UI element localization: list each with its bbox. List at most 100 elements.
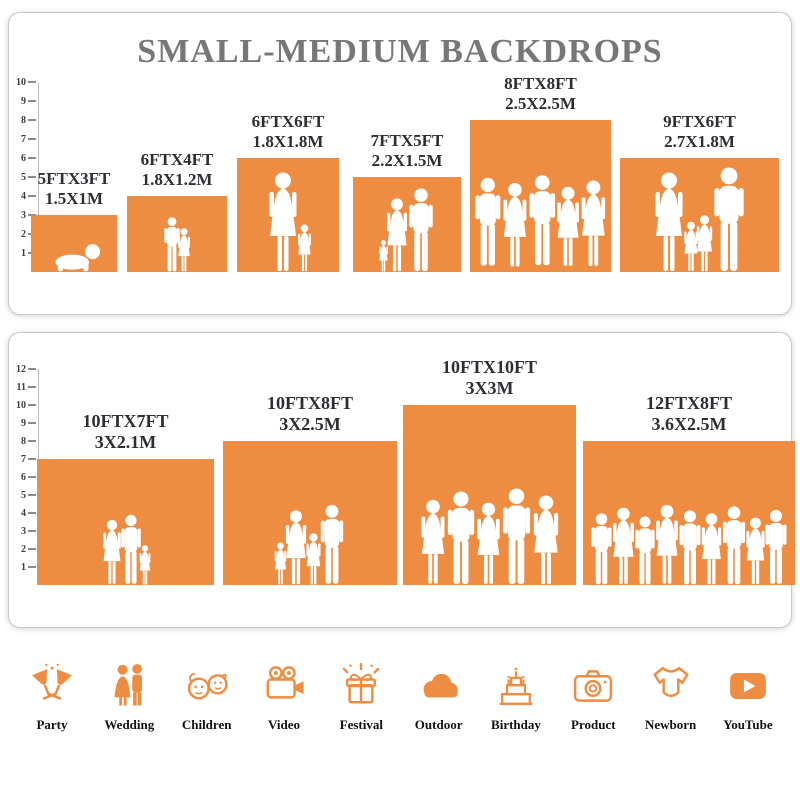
backdrop-bar-6ftx4ft: 6FTX4FT 1.8X1.2M [127, 150, 227, 272]
ruler-tick-number: 5 [21, 171, 26, 183]
people-silhouettes [583, 504, 795, 585]
ruler-tick-number: 7 [21, 453, 26, 465]
people-silhouettes [403, 488, 576, 585]
person-silhouette-woman [476, 502, 500, 584]
ruler-tick-number: 2 [21, 228, 26, 240]
backdrop-bar-fill [353, 177, 461, 272]
ruler-tick-number: 5 [21, 489, 26, 501]
ruler-tick-number: 8 [21, 435, 26, 447]
category-label: Party [36, 717, 68, 732]
ruler-tick-mark [28, 138, 36, 140]
ruler-tick-mark [28, 494, 36, 496]
page-title: SMALL-MEDIUM BACKDROPS [137, 33, 663, 70]
panel-medium-large: 1 2 3 4 5 6 7 8 9 10 11 12 10FTX7FT 3X2.1M 10FTX8FT 3X… [8, 332, 795, 628]
people-silhouettes [31, 243, 117, 272]
person-silhouette-woman [701, 513, 722, 585]
bar-size-feet: 10FTX7FT [82, 410, 169, 431]
backdrop-bar-6ftx6ft: 6FTX6FT 1.8X1.8M [237, 112, 339, 272]
ruler-tick-number: 6 [21, 152, 26, 164]
people-silhouettes [353, 188, 461, 272]
backdrop-bar-fill [237, 158, 339, 272]
ruler-tick-number: 1 [21, 247, 26, 259]
people-silhouettes [470, 169, 611, 272]
bar-size-feet: 8FTX8FT [504, 73, 577, 93]
bar-size-label: 6FTX6FT 1.8X1.8M [252, 112, 325, 152]
children-icon [181, 660, 233, 712]
person-silhouette-woman [421, 499, 444, 584]
ruler-tick-number: 11 [16, 381, 26, 393]
bar-size-feet: 12FTX8FT [645, 392, 733, 413]
backdrop-bar-fill [127, 196, 227, 272]
ruler-tick-9: 9 [13, 417, 36, 429]
bar-size-meters: 2.2X1.5M [371, 150, 443, 170]
category-label: Children [181, 717, 232, 732]
person-silhouette-woman [102, 519, 121, 584]
person-silhouette-man [591, 513, 612, 585]
ruler-tick-number: 8 [21, 114, 26, 126]
category-label: Wedding [104, 717, 155, 732]
ruler-tick-number: 3 [21, 525, 26, 537]
ruler-tick-4: 4 [13, 190, 36, 202]
ruler-tick-mark [28, 119, 36, 121]
category-label: Newborn [644, 717, 697, 732]
people-silhouettes [223, 504, 397, 585]
bar-size-feet: 10FTX10FT [441, 356, 538, 377]
category-label: Product [571, 717, 616, 732]
people-silhouettes [620, 167, 779, 272]
ruler-tick-7: 7 [13, 453, 36, 465]
category-children: Children [171, 660, 243, 733]
bar-size-label: 10FTX7FT 3X2.1M [82, 411, 168, 453]
category-label: Birthday [491, 717, 541, 732]
ruler-tick-mark [28, 157, 36, 159]
ruler-tick-12: 12 [13, 363, 36, 375]
newborn-icon [645, 660, 697, 712]
ruler-tick-number: 7 [21, 133, 26, 145]
ruler-tick-mark [28, 422, 36, 424]
ruler-tick-8: 8 [13, 114, 36, 126]
person-silhouette-man [529, 175, 555, 266]
ruler-tick-mark [28, 81, 36, 83]
ruler-tick-mark [28, 566, 36, 568]
person-silhouette-man [320, 504, 344, 584]
ruler-tick-8: 8 [13, 435, 36, 447]
person-silhouette-girl [139, 545, 150, 585]
person-silhouette-man [679, 510, 701, 585]
ruler-tick-number: 9 [21, 95, 26, 107]
ruler-tick-mark [28, 512, 36, 514]
birthday-icon [490, 660, 542, 712]
ruler-tick-5: 5 [13, 489, 36, 501]
ruler-tick-number: 6 [21, 471, 26, 483]
bar-size-meters: 1.5X1M [44, 188, 104, 208]
backdrop-bar-12ftx8ft: 12FTX8FT 3.6X2.5M [583, 393, 795, 585]
ruler-tick-mark [28, 195, 36, 197]
bar-size-feet: 6FTX6FT [251, 111, 325, 131]
person-silhouette-woman [655, 172, 683, 271]
ruler-tick-number: 1 [21, 561, 26, 573]
ruler-tick-mark [28, 386, 36, 388]
person-silhouette-girl [684, 221, 698, 271]
person-silhouette-woman [656, 504, 678, 584]
backdrop-bar-5ftx3ft: 5FTX3FT 1.5X1M [31, 169, 117, 272]
ruler-tick-7: 7 [13, 133, 36, 145]
ruler-tick-6: 6 [13, 471, 36, 483]
person-silhouette-man [765, 509, 787, 584]
category-label: Outdoor [414, 717, 463, 732]
person-silhouette-boy [164, 217, 180, 272]
category-row: Party Wedding [16, 660, 784, 733]
category-festival: Festival [325, 660, 397, 733]
ruler-tick-number: 10 [16, 399, 26, 411]
product-icon [567, 660, 619, 712]
ruler-tick-mark [28, 100, 36, 102]
person-silhouette-girl [696, 215, 713, 272]
ruler-tick-mark [28, 548, 36, 550]
festival-icon [335, 660, 387, 712]
backdrop-chart-bottom: 10FTX7FT 3X2.1M 10FTX8FT 3X2.5M 10FTX10FT 3X3… [9, 323, 795, 585]
ruler-tick-2: 2 [13, 543, 36, 555]
wedding-icon [103, 660, 155, 712]
ruler-tick-mark [28, 368, 36, 370]
ruler-tick-number: 4 [21, 190, 26, 202]
backdrop-bar-7ftx5ft: 7FTX5FT 2.2X1.5M [353, 131, 461, 272]
backdrop-bar-fill [31, 215, 117, 272]
category-label: YouTube [723, 717, 773, 732]
person-silhouette-woman [386, 198, 407, 272]
